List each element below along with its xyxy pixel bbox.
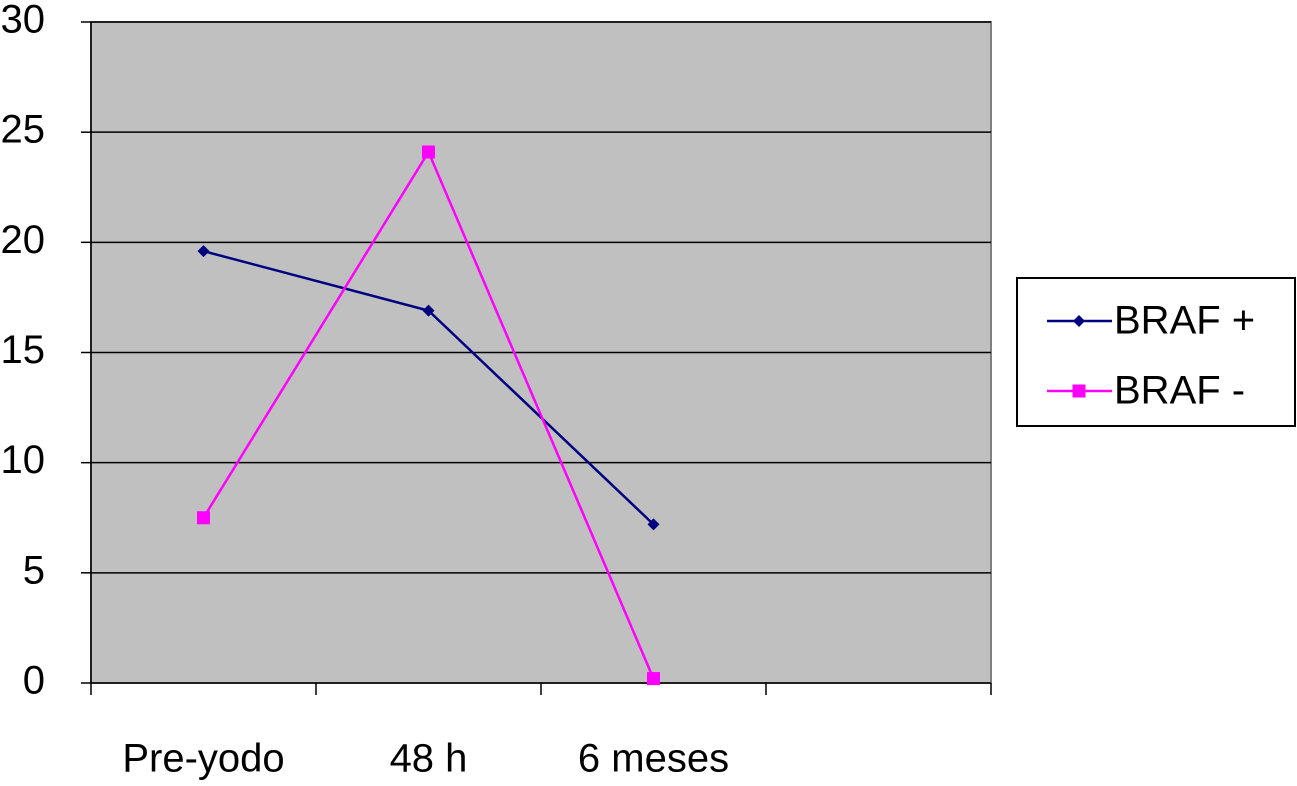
legend-label: BRAF + xyxy=(1114,299,1255,343)
marker xyxy=(197,245,210,258)
marker xyxy=(1072,384,1086,398)
legend-label: BRAF - xyxy=(1114,369,1245,413)
y-tick-label: 10 xyxy=(1,438,46,482)
y-tick-label: 15 xyxy=(1,328,46,372)
marker xyxy=(422,145,435,159)
legend-box xyxy=(1016,277,1296,427)
x-tick-label: 48 h xyxy=(390,737,468,781)
marker xyxy=(422,304,435,317)
y-tick-label: 5 xyxy=(23,548,45,592)
y-tick-label: 30 xyxy=(1,0,46,42)
x-tick-label: 6 meses xyxy=(578,737,729,781)
marker xyxy=(647,518,660,531)
legend: BRAF + BRAF - xyxy=(1016,277,1296,427)
y-tick-label: 0 xyxy=(23,659,45,703)
x-tick-label: Pre-yodo xyxy=(122,737,284,781)
y-tick-label: 20 xyxy=(1,218,46,262)
y-tick-label: 25 xyxy=(1,108,46,152)
marker xyxy=(647,672,660,686)
marker xyxy=(1073,315,1085,327)
marker xyxy=(197,511,210,525)
